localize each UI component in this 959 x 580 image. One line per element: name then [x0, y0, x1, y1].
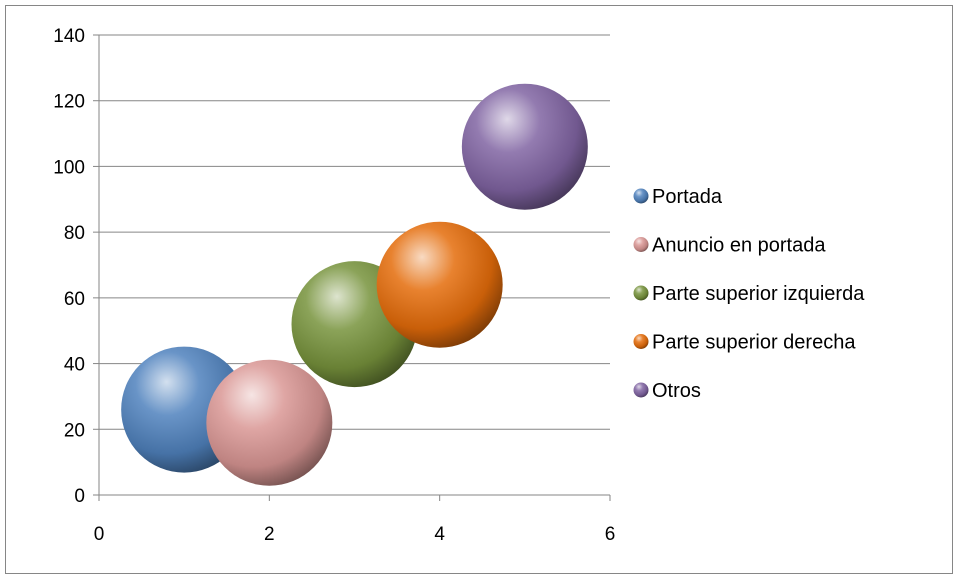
legend-marker [633, 188, 649, 204]
y-tick-label: 120 [53, 92, 85, 113]
y-tick-label: 140 [53, 26, 85, 47]
bubbles [121, 83, 588, 486]
y-tick-label: 40 [64, 355, 85, 376]
x-tick-label: 6 [605, 524, 616, 545]
legend-marker [633, 382, 649, 398]
x-axis-ticks: 0 2 4 6 [94, 495, 616, 545]
legend-label: Otros [652, 380, 701, 402]
legend-label: Anuncio en portada [652, 235, 826, 257]
y-tick-label: 60 [64, 289, 85, 310]
y-axis-ticks: 0 20 40 60 80 100 120 140 [53, 26, 99, 507]
bubble-otros [461, 83, 588, 210]
y-tick-label: 20 [64, 420, 85, 441]
y-tick-label: 0 [74, 486, 85, 507]
y-tick-label: 80 [64, 223, 85, 244]
x-tick-label: 2 [264, 524, 275, 545]
legend: Portada Anuncio en portada Parte superior … [633, 186, 865, 402]
legend-label: Parte superior derecha [652, 332, 856, 354]
legend-marker [633, 334, 649, 349]
legend-marker [633, 237, 649, 252]
legend-marker [633, 285, 649, 301]
x-tick-label: 4 [434, 524, 445, 545]
bubble-parte-superior-derecha [376, 221, 503, 348]
y-tick-label: 100 [53, 157, 85, 178]
legend-label: Portada [652, 186, 723, 208]
legend-label: Parte superior izquierda [652, 283, 865, 305]
axes [98, 35, 610, 496]
bubble-anuncio-en-portada [206, 359, 333, 486]
x-tick-label: 0 [94, 524, 105, 545]
